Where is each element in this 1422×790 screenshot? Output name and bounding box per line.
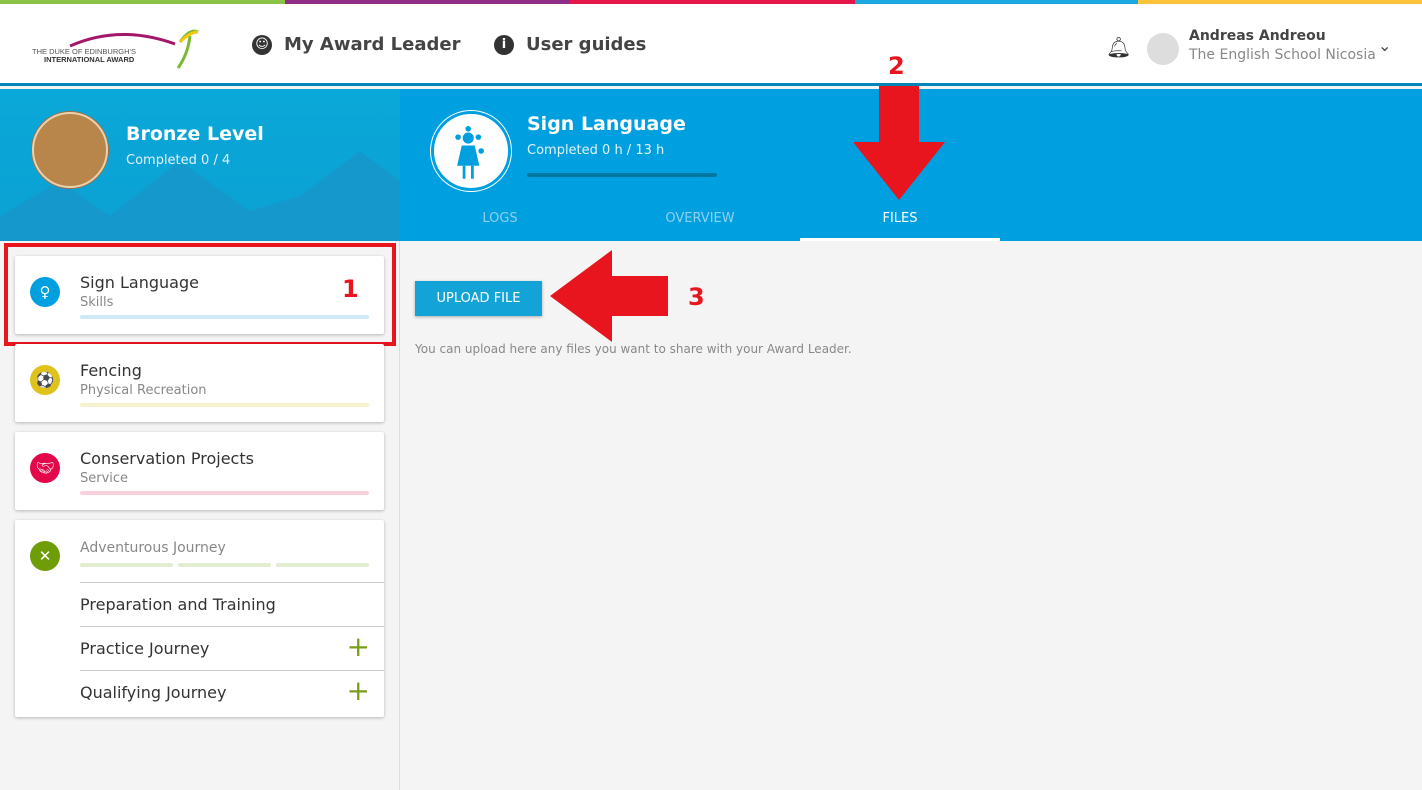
upload-file-button[interactable]: UPLOAD FILE [415, 281, 542, 316]
level-completed: Completed 0 / 4 [126, 153, 231, 168]
plus-icon[interactable]: + [346, 674, 370, 707]
annotation-3: 3 [688, 283, 705, 311]
bell-icon[interactable]: 🔔︎ [1106, 35, 1132, 59]
section-progress [80, 491, 369, 495]
activity-progress-bar [527, 173, 717, 177]
handshake-icon: 🤝︎ [30, 453, 60, 483]
journey-progress [80, 563, 173, 567]
journey-progress [178, 563, 271, 567]
tab-files[interactable]: FILES [800, 211, 1000, 241]
annotation-arrow-left [550, 250, 668, 342]
top-header: THE DUKE OF EDINBURGH'S INTERNATIONAL AW… [0, 4, 1422, 86]
section-card-physical[interactable]: ⚽ Fencing Physical Recreation [15, 344, 384, 422]
brand-stripe [285, 0, 570, 4]
section-card-skills[interactable]: ♀ Sign Language Skills [15, 256, 384, 334]
activity-title: Sign Language [527, 113, 686, 135]
level-title: Bronze Level [126, 123, 264, 145]
tab-overview[interactable]: OVERVIEW [665, 211, 735, 226]
bronze-medal-icon [32, 112, 108, 188]
section-category: Skills [80, 295, 114, 310]
mountains-decoration [0, 151, 400, 241]
section-title: Fencing [80, 361, 142, 380]
brand-stripe [855, 0, 1138, 4]
section-title: Sign Language [80, 273, 199, 292]
journey-item[interactable]: Qualifying Journey + [80, 670, 384, 714]
dofe-logo[interactable]: THE DUKE OF EDINBURGH'S INTERNATIONAL AW… [30, 22, 200, 70]
svg-text:THE DUKE OF EDINBURGH'S: THE DUKE OF EDINBURGH'S [32, 47, 136, 56]
compass-icon: ✕ [30, 541, 60, 571]
annotation-2: 2 [888, 52, 905, 80]
section-card-journey: ✕ Adventurous Journey Preparation and Tr… [15, 520, 384, 717]
section-title: Conservation Projects [80, 449, 254, 468]
journey-item-label: Qualifying Journey [80, 683, 227, 702]
nav-my-award-leader[interactable]: ☺ My Award Leader [252, 34, 460, 55]
tab-logs[interactable]: LOGS [482, 211, 518, 226]
journey-title: Adventurous Journey [80, 540, 226, 556]
journey-item-label: Preparation and Training [80, 595, 276, 614]
column-divider [399, 241, 400, 790]
highlight-box [4, 243, 396, 346]
section-category: Service [80, 471, 129, 486]
svg-text:INTERNATIONAL AWARD: INTERNATIONAL AWARD [44, 55, 135, 64]
annotation-arrow-down [853, 86, 945, 200]
skills-icon: ♀ [30, 277, 60, 307]
level-banner: Bronze Level Completed 0 / 4 [0, 89, 400, 241]
plus-icon[interactable]: + [346, 630, 370, 663]
brand-stripe [1138, 0, 1422, 4]
journey-item[interactable]: Practice Journey + [80, 626, 384, 670]
user-school: The English School Nicosia [1189, 47, 1376, 63]
avatar[interactable] [1147, 33, 1179, 65]
user-name[interactable]: Andreas Andreou [1189, 28, 1326, 44]
chevron-down-icon[interactable]: ⌄ [1378, 36, 1392, 55]
annotation-1: 1 [342, 275, 359, 303]
journey-item[interactable]: Preparation and Training [80, 582, 384, 626]
nav-label: My Award Leader [284, 34, 461, 55]
info-icon: i [494, 34, 514, 55]
section-category: Physical Recreation [80, 383, 207, 398]
journey-progress [276, 563, 369, 567]
upload-hint: You can upload here any files you want t… [415, 342, 852, 356]
nav-user-guides[interactable]: i User guides [494, 34, 646, 55]
physical-recreation-icon: ⚽ [30, 365, 60, 395]
section-progress [80, 315, 369, 319]
face-icon: ☺ [252, 34, 272, 55]
brand-stripe [570, 0, 855, 4]
skills-figure-icon [431, 111, 511, 191]
activity-completed: Completed 0 h / 13 h [527, 143, 665, 158]
section-progress [80, 403, 369, 407]
brand-stripe [0, 0, 285, 4]
section-card-service[interactable]: 🤝︎ Conservation Projects Service [15, 432, 384, 510]
nav-label: User guides [526, 34, 647, 55]
journey-item-label: Practice Journey [80, 639, 210, 658]
